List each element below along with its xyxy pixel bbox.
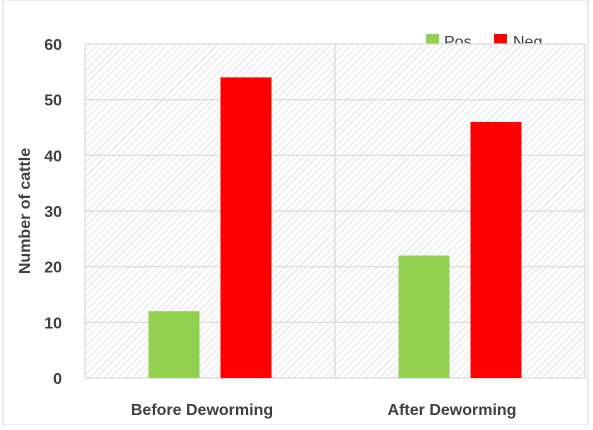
legend: Pos Neg (420, 34, 570, 53)
legend-clip (420, 44, 570, 53)
legend-swatch-neg (494, 34, 507, 44)
bar-neg-1 (220, 77, 272, 379)
y-tick-labels: 0 10 20 30 40 50 60 (44, 37, 62, 388)
y-tick-label: 30 (44, 204, 62, 221)
x-tick-label: After Deworming (388, 402, 517, 419)
y-axis-title: Number of cattle (17, 148, 34, 274)
bars (148, 77, 522, 379)
x-tick-label: Before Deworming (131, 402, 273, 419)
y-tick-label: 40 (44, 148, 62, 165)
y-tick-label: 50 (44, 93, 62, 110)
y-tick-label: 10 (44, 315, 62, 332)
y-tick-label: 0 (53, 371, 62, 388)
legend-swatch-pos (426, 34, 439, 44)
bar-neg-2 (470, 121, 522, 378)
bar-pos-2 (398, 255, 450, 378)
x-tick-labels: Before Deworming After Deworming (131, 402, 517, 419)
bar-pos-1 (148, 311, 200, 378)
y-tick-label: 60 (44, 37, 62, 54)
y-tick-label: 20 (44, 260, 62, 277)
